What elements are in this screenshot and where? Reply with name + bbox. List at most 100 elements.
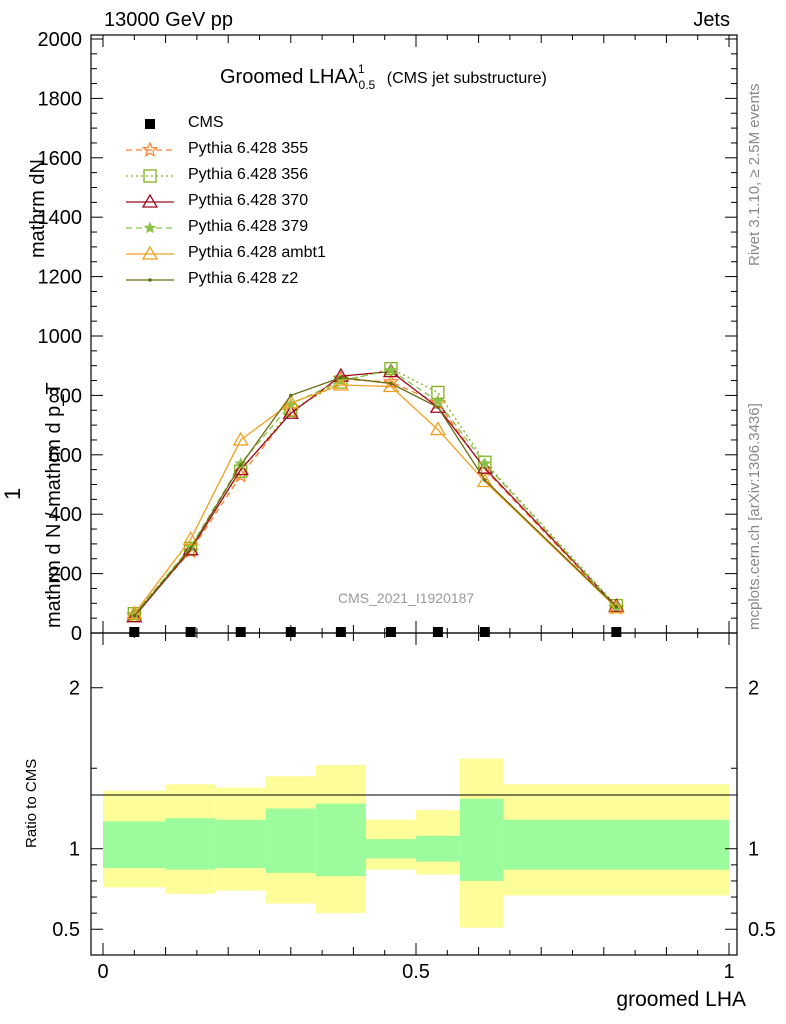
y-tick-label: 2000: [38, 29, 83, 51]
cms-point: [185, 627, 196, 637]
legend-label: Pythia 6.428 379: [188, 218, 309, 235]
x-tick-label: 0.5: [402, 961, 430, 983]
y-tick-label: 400: [49, 504, 82, 526]
series-1: [126, 370, 625, 623]
header-category: Jets: [693, 9, 730, 31]
series-point: [126, 608, 143, 623]
y-tick-label: 1000: [38, 326, 83, 348]
series-6: [132, 375, 619, 618]
x-tick-label: 1: [723, 961, 734, 983]
ratio-y-tick-label: 1: [69, 839, 80, 861]
series-point: [384, 363, 398, 376]
ratio-band-inner: [265, 808, 316, 873]
header-process: 13000 GeV pp: [104, 9, 233, 31]
series-point: [182, 541, 199, 556]
series-4: [127, 363, 623, 620]
legend-label: Pythia 6.428 z2: [188, 270, 299, 287]
cms-point: [335, 627, 346, 637]
legend-label: Pythia 6.428 356: [188, 166, 309, 183]
series-5: [126, 376, 625, 620]
cms-data-points: [129, 627, 622, 637]
legend-label: CMS: [188, 114, 224, 131]
legend-marker: [145, 119, 155, 129]
series-point: [476, 459, 493, 474]
series-line: [133, 376, 617, 617]
ratio-axis-label: Ratio to CMS: [23, 758, 40, 848]
rivet-version-label: Rivet 3.1.10, ≥ 2.5M events: [746, 83, 763, 267]
legend-swatch: [145, 119, 155, 129]
y-tick-label: 1800: [38, 88, 83, 110]
chart-title-suffix: (CMS jet substructure): [386, 70, 547, 87]
series-point: [282, 394, 299, 409]
legend-swatch: [126, 169, 174, 183]
legend-marker: [141, 141, 159, 157]
series-point: [188, 546, 193, 551]
legend-swatch: [126, 278, 174, 282]
series-point: [389, 381, 393, 386]
y-tick-label: 800: [49, 385, 82, 407]
axis-ticks: 0 200 400 600 800 1000 1200 1400 1600 1800 2000 0 0.…: [38, 29, 776, 983]
chart-title-main: Groomed LHAλ: [220, 66, 358, 88]
series-line: [133, 384, 617, 615]
ratio-band-inner: [503, 819, 729, 870]
series-point: [431, 394, 445, 407]
series-point: [483, 478, 487, 482]
series-point: [478, 457, 492, 470]
chart-title-subscript: 0.5: [358, 78, 376, 92]
series-point: [132, 613, 137, 618]
series-point: [182, 531, 199, 546]
ratio-panel-frame: [90, 632, 738, 956]
chart-title: Groomed LHAλ1 0.5 (CMS jet substructure): [220, 62, 547, 92]
ratio-y-tick-label: 2: [69, 678, 80, 700]
series-point: [614, 605, 619, 609]
series-point: [289, 393, 293, 398]
y-tick-label: 0: [71, 623, 82, 645]
series-point: [384, 362, 398, 376]
ratio-band-inner: [365, 839, 416, 859]
series-point: [436, 405, 440, 410]
ratio-band-inner: [315, 803, 366, 877]
series-point: [232, 431, 249, 446]
legend-swatch: [126, 245, 174, 260]
series-point: [126, 605, 143, 620]
y-tick-label: 200: [49, 564, 82, 586]
cms-point: [235, 627, 246, 637]
legend-marker: [141, 245, 159, 260]
ratio-band-inner: [459, 798, 504, 881]
y-tick-label: 600: [49, 445, 82, 467]
cms-point: [611, 627, 622, 637]
series-line: [133, 370, 617, 618]
analysis-id-watermark: CMS_2021_I1920187: [338, 590, 475, 606]
mcplots-credit-label: mcplots.cern.ch [arXiv:1306.3436]: [746, 403, 763, 630]
ratio-band-inner: [416, 835, 460, 862]
legend-label: Pythia 6.428 370: [188, 192, 309, 209]
legend-swatch: [126, 193, 174, 208]
series-point: [608, 599, 625, 614]
series-3: [126, 363, 625, 623]
legend-label: Pythia 6.428 355: [188, 140, 309, 157]
cms-point: [479, 627, 490, 637]
series-point: [429, 421, 447, 436]
series-point: [332, 376, 350, 391]
mc-curves: [126, 362, 625, 623]
legend-swatch: [126, 221, 174, 234]
series-point: [282, 404, 299, 419]
legend-marker: [143, 169, 157, 183]
x-tick-label: 0: [97, 961, 108, 983]
y-axis-label-factor: 1: [0, 487, 25, 500]
series-line: [133, 378, 617, 616]
ratio-band-inner: [103, 821, 166, 869]
series-point: [339, 375, 343, 380]
legend-label: Pythia 6.428 ambt1: [188, 244, 326, 261]
x-axis-label: groomed LHA: [616, 988, 746, 1011]
legend-swatch: [126, 141, 174, 157]
series-line: [133, 368, 617, 615]
y-tick-label: 1400: [38, 207, 83, 229]
ratio-y-tick-label: 0.5: [52, 919, 80, 941]
legend-marker: [148, 278, 152, 282]
y-axis-label-numerator: mathrm dN: [27, 159, 49, 258]
legend-marker: [143, 221, 157, 234]
series-point: [476, 473, 493, 488]
legend-marker: [141, 193, 159, 208]
